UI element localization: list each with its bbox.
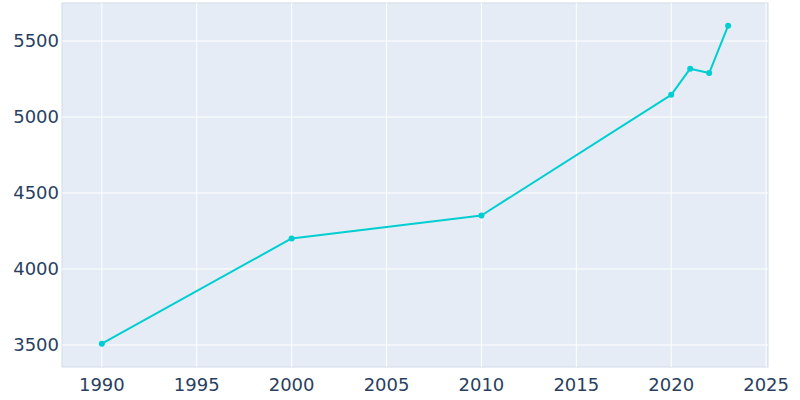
x-tick-label: 2005: [364, 374, 410, 395]
y-tick-label: 5000: [13, 106, 59, 127]
series-group: [99, 23, 731, 347]
point: [668, 92, 674, 98]
y-tick-label: 5500: [13, 30, 59, 51]
x-grid-line: [576, 3, 577, 367]
y-grid-line: [62, 268, 768, 269]
point: [725, 23, 731, 29]
line: [102, 26, 728, 344]
y-grid-line: [62, 192, 768, 193]
x-tick-label: 2020: [648, 374, 694, 395]
x-grid-line: [196, 3, 197, 367]
y-grid-line: [62, 116, 768, 117]
plot-area: [62, 3, 768, 367]
x-grid-line: [291, 3, 292, 367]
x-grid-line: [671, 3, 672, 367]
x-tick-label: 2025: [743, 374, 789, 395]
point: [99, 341, 105, 347]
x-grid-line: [101, 3, 102, 367]
x-tick-label: 2010: [459, 374, 505, 395]
chart-container: 1990 1995 2000 2005 2010 2015 2020 2025 3500 4000…: [0, 0, 800, 400]
y-grid-line: [62, 344, 768, 345]
y-grid-line: [62, 40, 768, 41]
x-tick-label: 1995: [174, 374, 220, 395]
x-grid-line: [386, 3, 387, 367]
point: [706, 70, 712, 76]
y-tick-label: 4000: [13, 258, 59, 279]
x-tick-label: 2000: [269, 374, 315, 395]
chart: 1990 1995 2000 2005 2010 2015 2020 2025 3500 4000…: [0, 0, 800, 400]
point: [289, 235, 295, 241]
x-grid-line: [766, 3, 767, 367]
x-tick-label: 2015: [553, 374, 599, 395]
x-tick-label: 1990: [79, 374, 125, 395]
y-tick-label: 3500: [13, 334, 59, 355]
x-grid-line: [481, 3, 482, 367]
point: [478, 212, 484, 218]
y-tick-label: 4500: [13, 182, 59, 203]
point: [687, 66, 693, 72]
